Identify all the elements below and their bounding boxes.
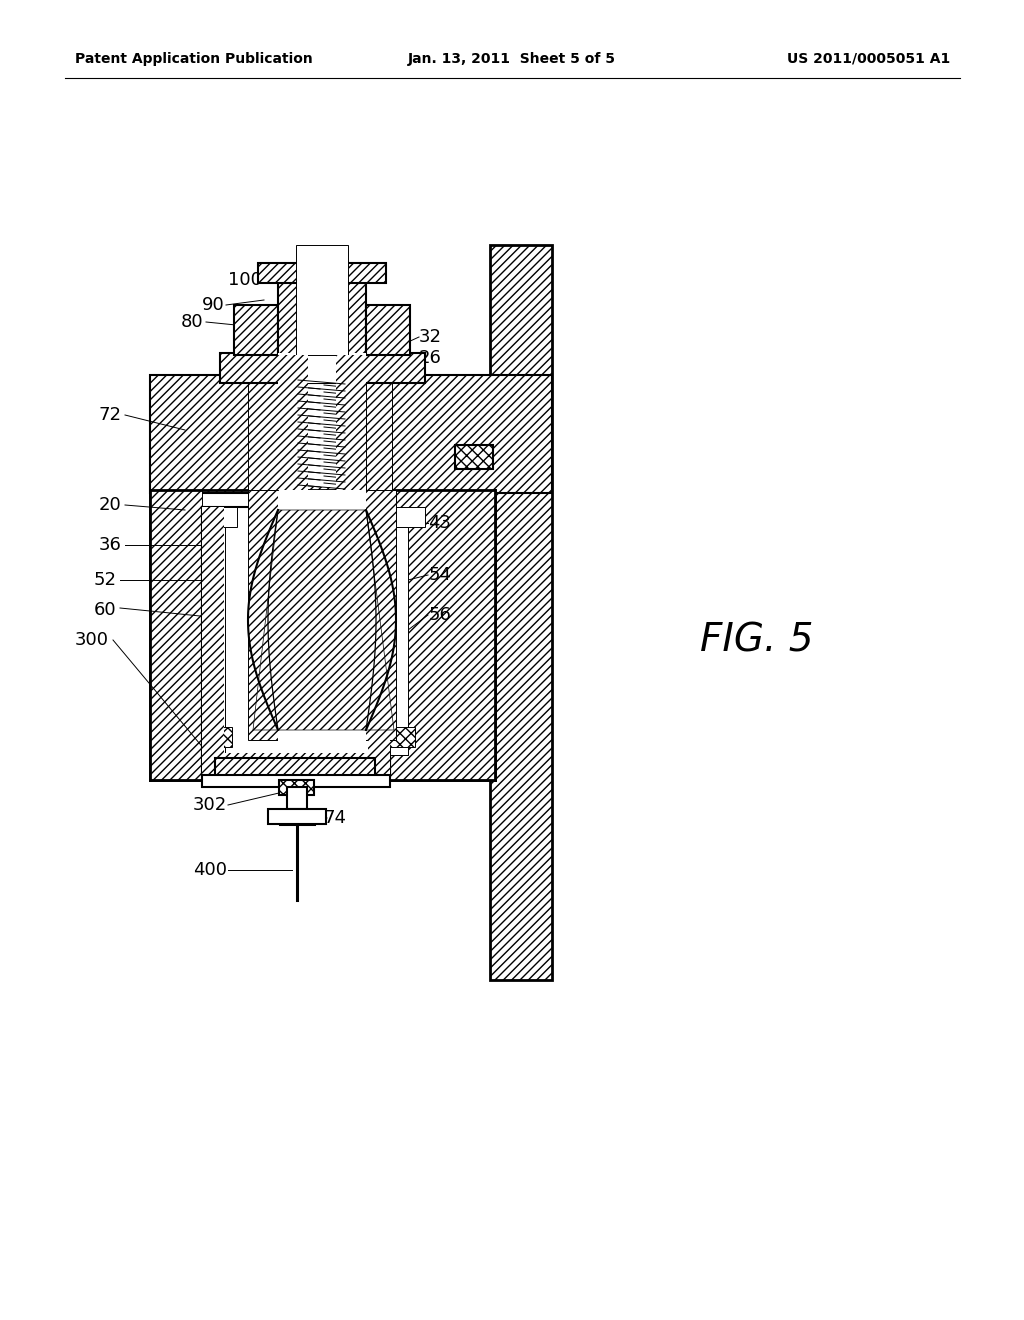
- Bar: [248, 381, 348, 487]
- Bar: [217, 747, 225, 755]
- Text: 400: 400: [193, 861, 227, 879]
- Bar: [234, 305, 278, 355]
- Bar: [278, 355, 308, 490]
- Bar: [217, 527, 225, 755]
- Text: 32: 32: [419, 327, 441, 346]
- Bar: [296, 246, 348, 355]
- Bar: [202, 507, 237, 527]
- Bar: [268, 809, 326, 824]
- Bar: [248, 490, 396, 741]
- Bar: [490, 246, 552, 979]
- Text: 56: 56: [429, 606, 452, 624]
- Bar: [287, 787, 307, 809]
- Text: 20: 20: [98, 496, 122, 513]
- Bar: [336, 355, 366, 490]
- Bar: [390, 490, 495, 780]
- Bar: [202, 752, 390, 775]
- Text: 300: 300: [75, 631, 109, 649]
- Text: Jan. 13, 2011  Sheet 5 of 5: Jan. 13, 2011 Sheet 5 of 5: [408, 51, 616, 66]
- Text: 100: 100: [228, 271, 262, 289]
- Bar: [220, 352, 425, 383]
- Bar: [215, 758, 375, 780]
- Bar: [202, 507, 390, 775]
- Bar: [278, 490, 366, 750]
- Bar: [366, 381, 392, 490]
- Text: 60: 60: [93, 601, 117, 619]
- Bar: [455, 445, 493, 469]
- Text: 43: 43: [428, 513, 452, 532]
- Text: 54: 54: [428, 566, 452, 583]
- Bar: [202, 727, 232, 747]
- Text: 52: 52: [93, 572, 117, 589]
- Text: 26: 26: [419, 348, 441, 367]
- Text: 90: 90: [202, 296, 224, 314]
- Bar: [258, 263, 386, 282]
- Text: 72: 72: [98, 407, 122, 424]
- Bar: [368, 507, 390, 775]
- Bar: [248, 381, 278, 490]
- Bar: [278, 352, 366, 383]
- Bar: [385, 727, 415, 747]
- Bar: [150, 375, 552, 492]
- Bar: [279, 780, 314, 795]
- Text: 80: 80: [180, 313, 204, 331]
- Bar: [150, 490, 202, 780]
- Text: FIG. 5: FIG. 5: [700, 620, 813, 659]
- Text: Patent Application Publication: Patent Application Publication: [75, 51, 312, 66]
- Text: US 2011/0005051 A1: US 2011/0005051 A1: [786, 51, 950, 66]
- Bar: [366, 305, 410, 355]
- Bar: [150, 490, 495, 780]
- Bar: [390, 527, 408, 755]
- Text: 36: 36: [98, 536, 122, 554]
- Text: 302: 302: [193, 796, 227, 814]
- Bar: [202, 507, 224, 775]
- Bar: [390, 747, 408, 755]
- Bar: [202, 775, 390, 787]
- Polygon shape: [253, 510, 394, 730]
- Bar: [390, 507, 425, 527]
- Bar: [278, 271, 366, 355]
- Text: 74: 74: [324, 809, 346, 828]
